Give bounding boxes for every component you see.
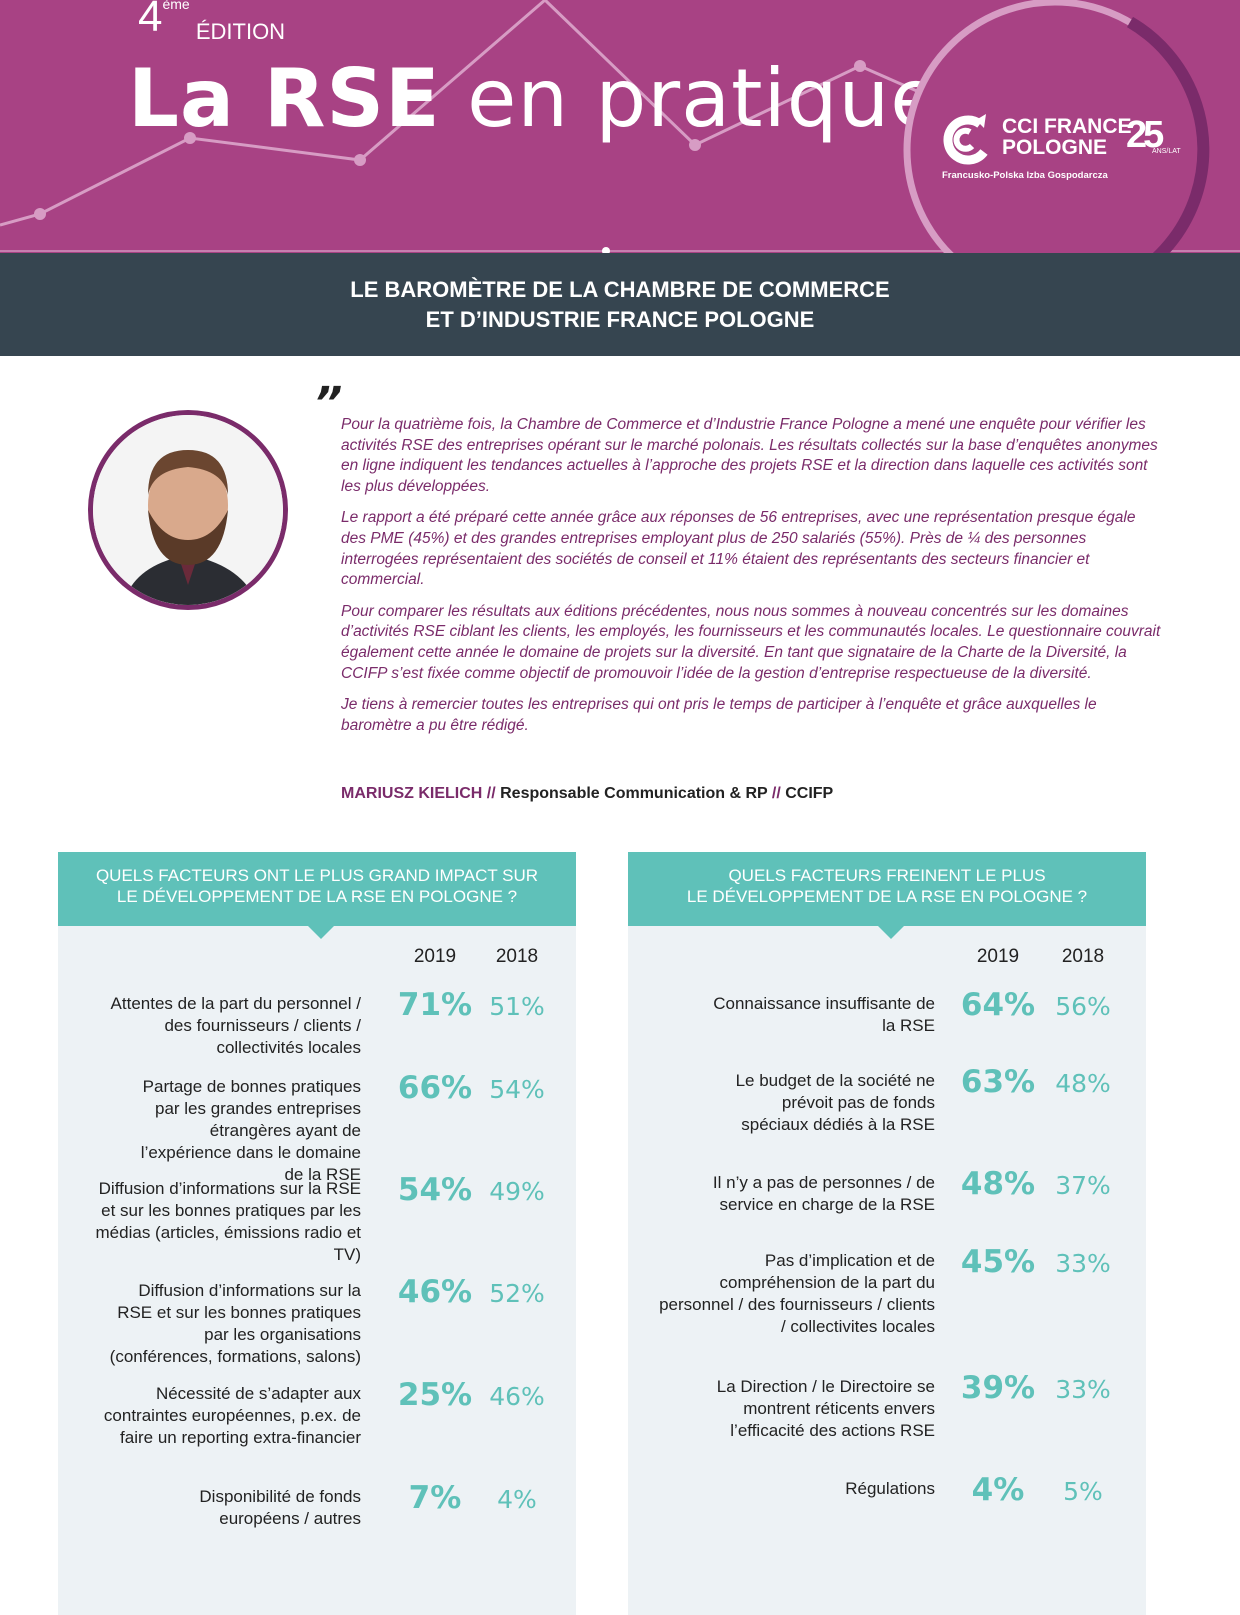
subtitle-band: LE BAROMÈTRE DE LA CHAMBRE DE COMMERCE ET… — [0, 253, 1240, 356]
quote-mark: ” — [314, 378, 343, 429]
value-2018: 5% — [1063, 1477, 1103, 1506]
panel-title: QUELS FACTEURS ONT LE PLUS GRAND IMPACT … — [58, 852, 576, 939]
impact-factors-panel: QUELS FACTEURS ONT LE PLUS GRAND IMPACT … — [58, 852, 576, 1615]
value-2018: 56% — [1055, 992, 1111, 1021]
value-2019: 66% — [397, 1070, 473, 1106]
author-photo — [88, 410, 288, 610]
value-2018: 4% — [497, 1485, 537, 1514]
factor-label: Le budget de la société ne prévoit pas d… — [735, 1071, 935, 1134]
value-2018: 48% — [1055, 1069, 1111, 1098]
factor-label: Il n’y a pas de personnes / de service e… — [712, 1173, 935, 1214]
factor-label: Diffusion d’informations sur la RSE et s… — [109, 1281, 361, 1366]
value-2018: 49% — [489, 1177, 545, 1206]
value-2019: 45% — [960, 1244, 1036, 1280]
col-header-2019: 2019 — [976, 946, 1020, 967]
value-2019: 54% — [397, 1172, 473, 1208]
value-2018: 37% — [1055, 1171, 1111, 1200]
value-2019: 25% — [397, 1377, 473, 1413]
factor-label: La Direction / le Directoire se montrent… — [716, 1377, 935, 1440]
edition-label: 4ème ÉDITION — [138, 0, 286, 44]
factor-label: Partage de bonnes pratiques par les gran… — [140, 1077, 361, 1184]
factor-label: Attentes de la part du personnel / des f… — [110, 994, 361, 1057]
intro-quote: Pour la quatrième fois, la Chambre de Co… — [341, 416, 1161, 734]
page-title: La RSE en pratique — [128, 52, 941, 145]
factor-label: Nécessité de s’adapter aux contraintes e… — [103, 1384, 361, 1447]
barrier-factors-panel: QUELS FACTEURS FREINENT LE PLUS LE DÉVELO… — [628, 852, 1146, 1615]
col-header-2019: 2019 — [413, 946, 457, 967]
value-2019: 4% — [971, 1472, 1025, 1508]
value-2019: 63% — [960, 1064, 1036, 1100]
value-2018: 46% — [489, 1382, 545, 1411]
factor-label: Disponibilité de fonds européens / autre… — [199, 1487, 361, 1528]
factor-label: Pas d’implication et de compréhension de… — [659, 1251, 935, 1336]
factor-label: Régulations — [845, 1479, 935, 1498]
cci-logo-icon — [943, 114, 988, 165]
panel-title: QUELS FACTEURS FREINENT LE PLUS LE DÉVELO… — [628, 852, 1146, 939]
value-2019: 48% — [960, 1166, 1036, 1202]
col-header-2018: 2018 — [495, 946, 539, 967]
factor-label: Diffusion d’informations sur la RSE et s… — [95, 1179, 361, 1264]
value-2019: 7% — [408, 1480, 462, 1516]
value-2018: 33% — [1055, 1375, 1111, 1404]
value-2018: 51% — [489, 992, 545, 1021]
value-2019: 39% — [960, 1370, 1036, 1406]
value-2018: 33% — [1055, 1249, 1111, 1278]
value-2019: 64% — [960, 987, 1036, 1023]
value-2019: 46% — [397, 1274, 473, 1310]
cci-logo: CCI FRANCE POLOGNE 25 ANS/LAT Francusko-P… — [942, 114, 1181, 181]
value-2019: 71% — [397, 987, 473, 1023]
value-2018: 52% — [489, 1279, 545, 1308]
col-header-2018: 2018 — [1061, 946, 1105, 967]
factor-label: Connaissance insuffisante de la RSE — [713, 994, 935, 1035]
signature: MARIUSZ KIELICH // Responsable Communica… — [341, 785, 834, 802]
value-2018: 54% — [489, 1075, 545, 1104]
